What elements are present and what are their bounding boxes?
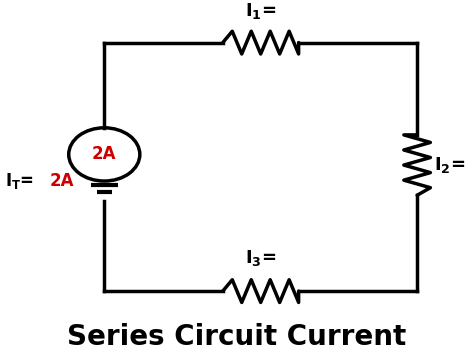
- Text: 2A: 2A: [50, 172, 74, 190]
- Text: $\mathbf{I_1}$=: $\mathbf{I_1}$=: [245, 1, 276, 21]
- Text: Series Circuit Current: Series Circuit Current: [67, 323, 407, 351]
- Text: $\mathbf{I_2}$=: $\mathbf{I_2}$=: [434, 155, 465, 175]
- Text: 2A: 2A: [92, 146, 117, 163]
- Text: $\mathbf{I_3}$=: $\mathbf{I_3}$=: [245, 248, 276, 268]
- Text: $\mathbf{I_T}$=: $\mathbf{I_T}$=: [5, 171, 34, 191]
